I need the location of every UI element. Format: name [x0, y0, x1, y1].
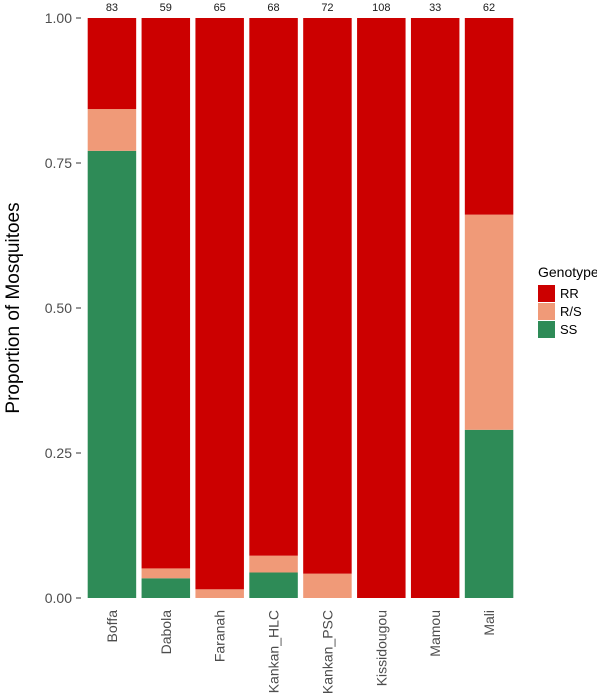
- legend-label-ss: SS: [560, 322, 578, 337]
- count-label-kankan_psc: 72: [321, 2, 333, 14]
- y-tick-label: 0.50: [45, 300, 72, 316]
- bar-segment-rr-boffa: [87, 18, 137, 110]
- count-label-kissidougou: 108: [372, 2, 390, 14]
- x-tick-label-faranah: Faranah: [212, 610, 228, 662]
- bar-segment-rs-mali: [464, 214, 514, 430]
- x-tick-label-kankan_psc: Kankan_PSC: [319, 610, 335, 694]
- y-axis: 0.00 0.25 0.50 0.75 1.00: [45, 10, 81, 606]
- x-tick-label-mamou: Mamou: [427, 610, 443, 657]
- bar-segment-ss-mali: [464, 429, 514, 598]
- y-axis-title: Proportion of Mosquitoes: [3, 202, 24, 413]
- count-label-faranah: 65: [214, 2, 226, 14]
- y-tick-label: 0.75: [45, 155, 72, 171]
- bar-segment-rr-kissidougou: [357, 18, 406, 598]
- legend-key-ss: [538, 321, 555, 338]
- bar-segment-rr-mali: [464, 18, 514, 215]
- y-tick-label: 0.00: [45, 590, 72, 606]
- bars-group: [87, 18, 514, 598]
- x-axis: Boffa Dabola Faranah Kankan_HLC Kankan_PSC Ki…: [104, 610, 497, 694]
- count-label-mamou: 33: [429, 2, 441, 14]
- y-tick-label: 1.00: [45, 10, 72, 26]
- bar-segment-rr-mamou: [410, 18, 460, 598]
- legend-key-rs: [538, 303, 555, 320]
- x-tick-label-boffa: Boffa: [104, 610, 120, 643]
- y-tick-label: 0.25: [45, 445, 72, 461]
- bar-segment-ss-dabola: [141, 578, 191, 598]
- bar-segment-rs-kankan_psc: [303, 573, 352, 598]
- bar-segment-rs-kankan_hlc: [249, 555, 298, 573]
- x-tick-label-dabola: Dabola: [158, 610, 174, 655]
- bar-segment-rs-dabola: [141, 568, 191, 579]
- count-label-mali: 62: [483, 2, 495, 14]
- bar-segment-ss-boffa: [87, 150, 137, 598]
- legend-title: Genotype: [538, 264, 597, 280]
- x-tick-label-kankan_hlc: Kankan_HLC: [266, 610, 282, 693]
- legend-label-rs: R/S: [560, 304, 582, 319]
- legend-key-rr: [538, 285, 555, 302]
- count-label-kankan_hlc: 68: [267, 2, 279, 14]
- count-labels-group: 83 59 65 68 72 108 33 62: [106, 2, 495, 14]
- bar-segment-ss-kankan_hlc: [249, 572, 298, 598]
- legend-label-rr: RR: [560, 286, 579, 301]
- bar-segment-rr-faranah: [195, 18, 244, 590]
- bar-segment-rr-kankan_hlc: [249, 18, 298, 556]
- x-tick-label-mali: Mali: [481, 610, 497, 636]
- bar-segment-rs-faranah: [195, 589, 244, 598]
- legend: Genotype RR R/S SS: [538, 264, 597, 338]
- bar-segment-rr-kankan_psc: [303, 18, 352, 574]
- bar-segment-rr-dabola: [141, 18, 191, 569]
- bar-segment-rs-boffa: [87, 109, 137, 151]
- x-tick-label-kissidougou: Kissidougou: [373, 610, 389, 686]
- count-label-dabola: 59: [160, 2, 172, 14]
- count-label-boffa: 83: [106, 2, 118, 14]
